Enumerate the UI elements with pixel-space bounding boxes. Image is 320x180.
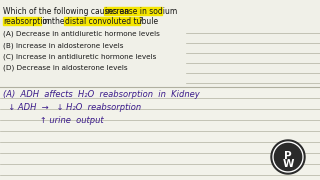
Text: in the: in the [40, 17, 67, 26]
Text: (D) Decrease in aldosterone levels: (D) Decrease in aldosterone levels [3, 64, 128, 71]
Polygon shape [273, 142, 303, 172]
Text: (C) Increase in antidiuretic hormone levels: (C) Increase in antidiuretic hormone lev… [3, 53, 156, 60]
FancyBboxPatch shape [0, 0, 320, 87]
Text: ?: ? [139, 17, 142, 26]
Text: ↑ urine  output: ↑ urine output [3, 116, 104, 125]
Bar [104, 6, 162, 15]
Polygon shape [275, 143, 302, 171]
Text: distal convoluted tubule: distal convoluted tubule [65, 17, 158, 26]
Text: (A)  ADH  affects  H₂O  reabsorption  in  Kidney: (A) ADH affects H₂O reabsorption in Kidn… [3, 90, 200, 99]
Text: (B) Increase in aldosterone levels: (B) Increase in aldosterone levels [3, 42, 124, 48]
Text: increase in sodium: increase in sodium [105, 7, 177, 16]
Text: P: P [284, 151, 292, 161]
Text: ↓ ADH  →   ↓ H₂O  reabsorption: ↓ ADH → ↓ H₂O reabsorption [3, 103, 141, 112]
Bar [3, 17, 42, 25]
Text: Which of the following causes an: Which of the following causes an [3, 7, 132, 16]
Polygon shape [271, 140, 305, 174]
Text: (A) Decrease in antidiuretic hormone levels: (A) Decrease in antidiuretic hormone lev… [3, 30, 160, 37]
Text: W: W [282, 159, 294, 169]
Bar [64, 17, 140, 25]
Text: reabsorption: reabsorption [3, 17, 52, 26]
FancyBboxPatch shape [0, 87, 320, 180]
